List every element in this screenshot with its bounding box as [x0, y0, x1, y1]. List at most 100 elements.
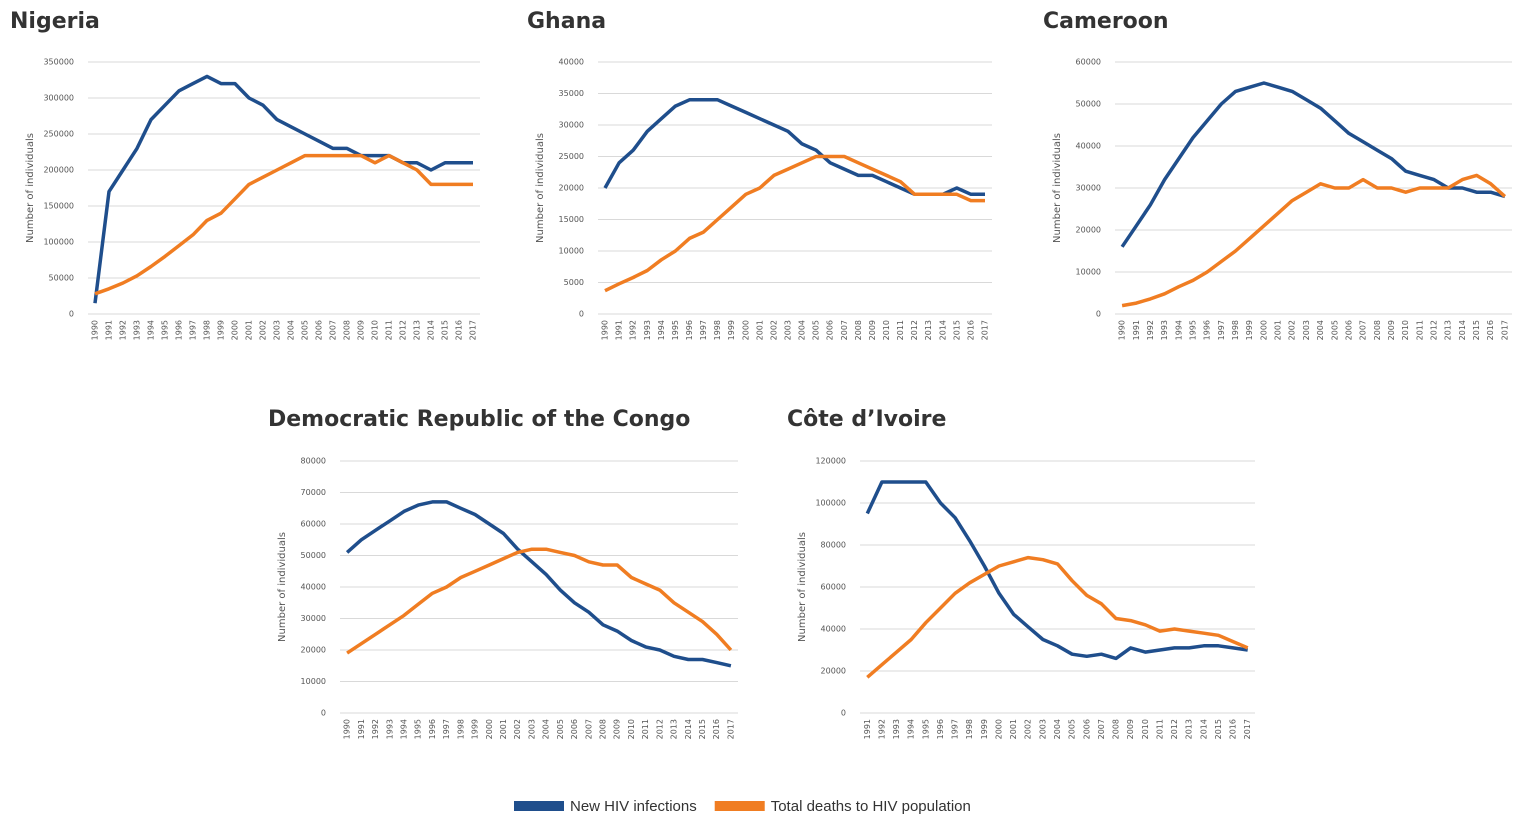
- x-tick-label: 2014: [1199, 719, 1208, 739]
- x-tick-label: 2001: [1009, 719, 1018, 739]
- x-tick-label: 1991: [615, 320, 624, 340]
- x-tick-label: 1997: [699, 320, 708, 340]
- x-tick-label: 2002: [1024, 719, 1033, 739]
- y-tick-label: 60000: [301, 520, 326, 529]
- y-axis-label: Number of individuals: [277, 532, 288, 642]
- x-tick-label: 2005: [1330, 320, 1339, 340]
- y-tick-label: 80000: [821, 541, 846, 550]
- x-tick-label: 2010: [371, 320, 380, 340]
- y-tick-label: 50000: [301, 551, 326, 560]
- x-tick-label: 1992: [629, 320, 638, 340]
- x-tick-label: 2007: [1359, 320, 1368, 340]
- x-tick-label: 2005: [812, 320, 821, 340]
- y-tick-label: 120000: [815, 457, 846, 466]
- x-tick-label: 1994: [907, 719, 916, 739]
- series-line: [866, 555, 1249, 679]
- x-tick-label: 1996: [936, 719, 945, 739]
- x-tick-label: 2011: [1415, 320, 1424, 340]
- y-tick-label: 50000: [49, 274, 74, 283]
- y-tick-label: 0: [841, 709, 846, 718]
- y-tick-label: 5000: [564, 278, 584, 287]
- y-tick-label: 150000: [43, 202, 74, 211]
- x-tick-label: 2015: [698, 719, 707, 739]
- x-tick-label: 2014: [1458, 320, 1467, 340]
- chart-title: Nigeria: [10, 9, 100, 34]
- series-line: [346, 547, 733, 655]
- x-tick-label: 1993: [385, 719, 394, 739]
- y-tick-label: 10000: [1076, 268, 1101, 277]
- series-line: [1120, 81, 1506, 248]
- x-tick-label: 1993: [892, 719, 901, 739]
- x-tick-label: 1996: [175, 320, 184, 340]
- y-tick-label: 60000: [821, 583, 846, 592]
- x-tick-label: 1990: [601, 320, 610, 340]
- x-tick-label: 2015: [1472, 320, 1481, 340]
- x-tick-label: 2010: [1401, 320, 1410, 340]
- x-tick-label: 2009: [868, 320, 877, 340]
- x-tick-label: 1993: [643, 320, 652, 340]
- x-tick-label: 1999: [1245, 320, 1254, 340]
- x-tick-label: 2017: [1243, 719, 1252, 739]
- x-tick-label: 1998: [456, 719, 465, 739]
- x-tick-label: 2017: [726, 719, 735, 739]
- x-tick-label: 2008: [1112, 719, 1121, 739]
- series-line: [604, 154, 985, 293]
- y-tick-label: 40000: [301, 583, 326, 592]
- legend-label: New HIV infections: [570, 798, 697, 815]
- x-tick-label: 2013: [1185, 719, 1194, 739]
- x-tick-label: 2002: [513, 719, 522, 739]
- x-tick-label: 2003: [527, 719, 536, 739]
- x-tick-label: 2000: [485, 719, 494, 739]
- x-tick-label: 1995: [921, 719, 930, 739]
- series-line: [603, 98, 985, 197]
- x-tick-label: 2002: [259, 320, 268, 340]
- x-tick-label: 2016: [1486, 320, 1495, 340]
- x-tick-label: 2016: [966, 320, 975, 340]
- x-tick-label: 2016: [455, 320, 464, 340]
- x-tick-label: 2004: [287, 320, 296, 340]
- x-tick-label: 2004: [1316, 320, 1325, 340]
- x-tick-label: 2000: [231, 320, 240, 340]
- y-tick-label: 80000: [301, 457, 326, 466]
- x-tick-label: 2003: [1302, 320, 1311, 340]
- legend-swatch: [714, 801, 765, 811]
- y-tick-label: 60000: [1076, 58, 1101, 67]
- series-line: [93, 74, 473, 304]
- y-tick-label: 0: [1096, 310, 1101, 319]
- x-tick-label: 2005: [1068, 719, 1077, 739]
- x-tick-label: 2006: [1082, 719, 1091, 739]
- x-tick-label: 1994: [147, 320, 156, 340]
- y-tick-label: 40000: [821, 625, 846, 634]
- y-axis-label: Number of individuals: [535, 133, 546, 243]
- x-tick-label: 2011: [896, 320, 905, 340]
- x-tick-label: 2013: [670, 719, 679, 739]
- x-tick-label: 2009: [1387, 320, 1396, 340]
- x-tick-label: 1995: [161, 320, 170, 340]
- x-tick-label: 1994: [657, 320, 666, 340]
- x-tick-label: 1991: [357, 719, 366, 739]
- x-tick-label: 2001: [245, 320, 254, 340]
- x-tick-label: 2009: [1126, 719, 1135, 739]
- chart-title: Côte d’Ivoire: [787, 407, 946, 432]
- x-tick-label: 1991: [105, 320, 114, 340]
- x-tick-label: 2009: [613, 719, 622, 739]
- y-tick-label: 25000: [559, 152, 584, 161]
- x-tick-label: 2015: [1214, 719, 1223, 739]
- x-tick-label: 2017: [469, 320, 478, 340]
- x-tick-label: 2004: [542, 719, 551, 739]
- y-tick-label: 40000: [1076, 142, 1101, 151]
- y-tick-label: 100000: [815, 499, 846, 508]
- x-tick-label: 1994: [1174, 320, 1183, 340]
- series-line: [865, 480, 1248, 661]
- y-axis-label: Number of individuals: [25, 133, 36, 243]
- x-tick-label: 2007: [1097, 719, 1106, 739]
- x-tick-label: 2008: [854, 320, 863, 340]
- x-tick-label: 2015: [952, 320, 961, 340]
- y-tick-label: 30000: [1076, 184, 1101, 193]
- x-tick-label: 2017: [980, 320, 989, 340]
- x-tick-label: 2010: [882, 320, 891, 340]
- x-tick-label: 2006: [570, 719, 579, 739]
- x-tick-label: 2013: [1444, 320, 1453, 340]
- y-tick-label: 350000: [43, 58, 74, 67]
